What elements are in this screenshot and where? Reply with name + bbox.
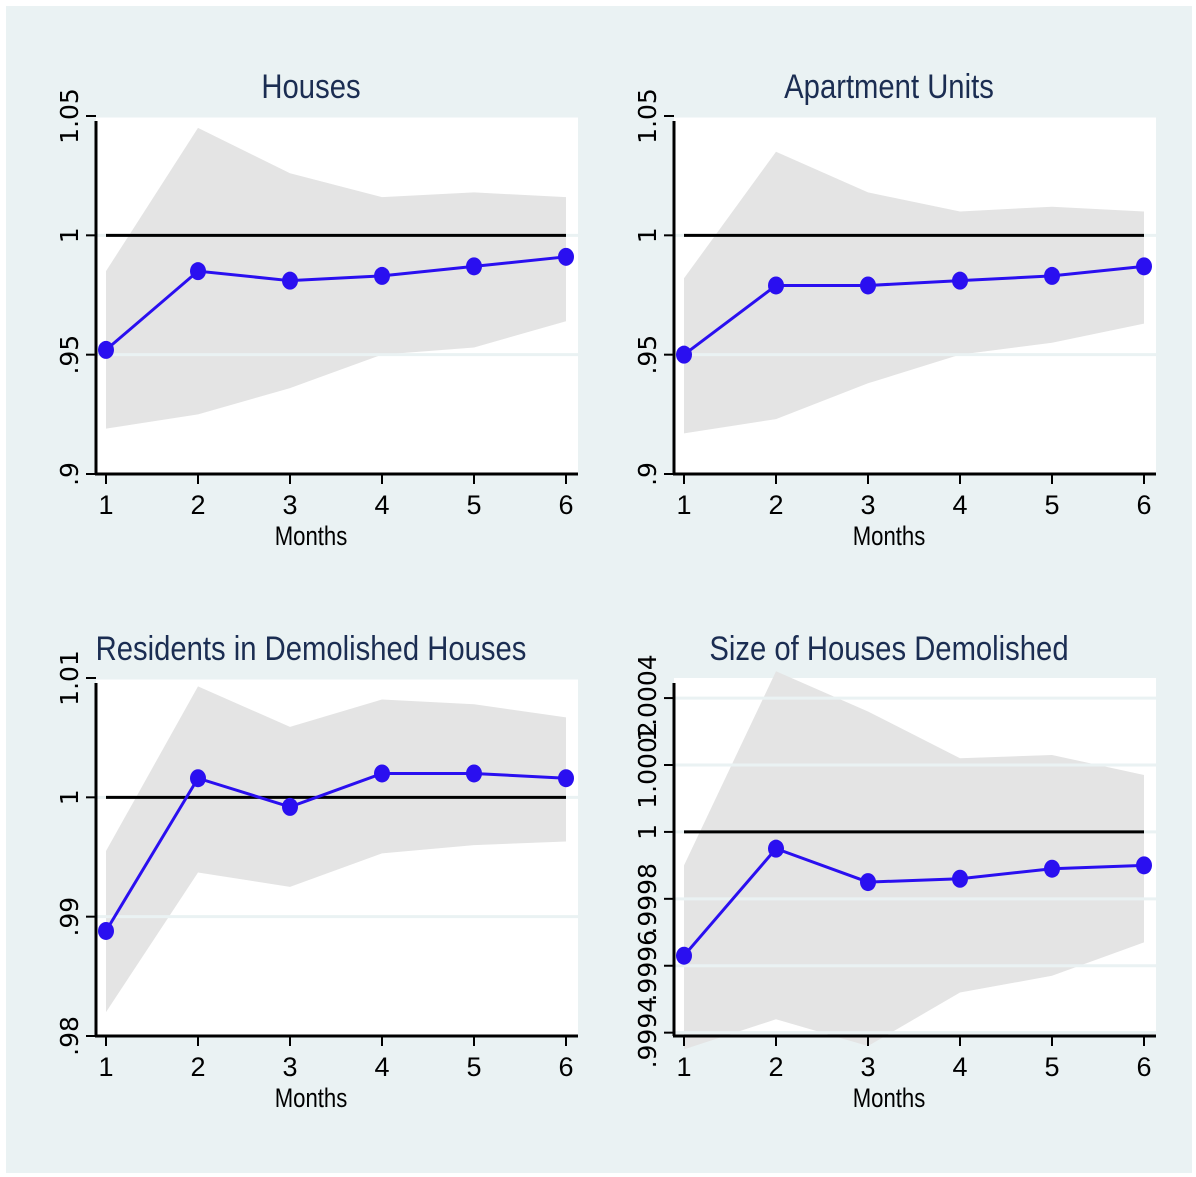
series-line	[104, 771, 567, 932]
data-point	[558, 769, 574, 788]
x-tick-label: 1	[676, 490, 691, 520]
y-tick-label: .95	[633, 335, 662, 375]
data-point	[98, 340, 114, 359]
x-tick-label: 4	[374, 1052, 389, 1082]
y-tick-label: .98	[55, 1016, 84, 1056]
y-tick-label: .9	[633, 462, 662, 486]
y-tick-label: .95	[55, 335, 84, 375]
y-tick-label: 1.0004	[633, 654, 662, 741]
x-tick-label: 2	[768, 1052, 783, 1082]
data-point	[190, 262, 206, 281]
y-tick-label: .9998	[633, 863, 662, 935]
y-tick-label: 1.05	[55, 88, 84, 144]
y-tick-label: 1.01	[55, 650, 84, 706]
data-point	[1136, 257, 1152, 276]
x-tick-label: 6	[1136, 490, 1151, 520]
data-point	[952, 271, 968, 290]
x-tick-label: 1	[676, 1052, 691, 1082]
x-tick-label: 2	[768, 490, 783, 520]
x-tick-label: 5	[1044, 490, 1059, 520]
y-tick-label: 1.05	[633, 88, 662, 144]
y-tick-label: .9994	[633, 997, 662, 1069]
x-tick-label: 2	[190, 1052, 205, 1082]
y-tick-label: .9	[55, 462, 84, 486]
y-tick-label: 1.0002	[633, 721, 662, 808]
data-point	[860, 873, 876, 892]
data-point	[952, 869, 968, 888]
figure: Houses 1 2 3 4 5 6.9.95 1 1.05 Months Apartment…	[6, 6, 1192, 1173]
chart-title: Houses	[261, 68, 361, 106]
data-point	[1044, 266, 1060, 285]
x-tick-label: 3	[282, 1052, 297, 1082]
y-tick-label: .9996	[633, 930, 662, 1002]
chart-title: Residents in Demolished Houses	[95, 630, 527, 668]
chart-title: Size of Houses Demolished	[709, 630, 1069, 668]
series-line	[682, 846, 1145, 957]
panel-size-demolished: Size of Houses Demolished 1 2 3 4 5 6.9994.99…	[584, 568, 1156, 1113]
y-tick-label: .99	[55, 897, 84, 937]
x-tick-label: 3	[282, 490, 297, 520]
y-tick-label: 1	[633, 227, 662, 243]
x-tick-label: 4	[952, 490, 967, 520]
y-tick-label: 1	[633, 824, 662, 840]
x-tick-label: 3	[860, 490, 875, 520]
data-point	[676, 946, 692, 965]
chart-plot: 1 2 3 4 5 6 .98 .99 1 1.01	[55, 650, 578, 1082]
x-tick-label: 2	[190, 490, 205, 520]
x-tick-label: 6	[558, 1052, 573, 1082]
data-point	[1136, 856, 1152, 875]
chart-title: Apartment Units	[784, 68, 994, 106]
data-point	[282, 271, 298, 290]
x-tick-label: 6	[558, 490, 573, 520]
data-point	[466, 257, 482, 276]
x-axis-label: Months	[852, 1083, 926, 1113]
series-line	[105, 255, 567, 352]
x-axis-label: Months	[852, 521, 926, 551]
data-point	[1044, 859, 1060, 878]
x-axis-label: Months	[274, 521, 348, 551]
panel-residents-demolished: Residents in Demolished Houses 1 2 3 4 5 6 .98…	[6, 568, 578, 1113]
confidence-band	[684, 151, 1144, 434]
data-point	[768, 276, 784, 295]
data-point	[374, 764, 390, 783]
y-tick-label: 1	[55, 789, 84, 805]
data-point	[860, 276, 876, 295]
chart-plot: 1 2 3 4 5 6 .9 .95 1 1.05	[55, 88, 578, 520]
data-point	[466, 764, 482, 783]
confidence-band	[106, 686, 566, 1013]
data-point	[676, 345, 692, 364]
data-point	[190, 769, 206, 788]
x-tick-label: 3	[860, 1052, 875, 1082]
series-line	[683, 264, 1145, 356]
data-point	[768, 839, 784, 858]
x-tick-label: 6	[1136, 1052, 1151, 1082]
chart-plot: 1 2 3 4 5 6 .9 .95 1 1.05	[633, 88, 1156, 520]
data-point	[558, 247, 574, 266]
data-point	[282, 797, 298, 816]
y-tick-label: 1	[55, 227, 84, 243]
x-axis-label: Months	[274, 1083, 348, 1113]
x-tick-label: 4	[952, 1052, 967, 1082]
panel-apartment-units: Apartment Units 1 2 3 4 5 6 .9 .95 1 1.05 Months	[584, 6, 1156, 551]
x-tick-label: 5	[466, 490, 481, 520]
x-tick-label: 4	[374, 490, 389, 520]
data-point	[98, 921, 114, 940]
x-tick-label: 1	[98, 1052, 113, 1082]
data-point	[374, 266, 390, 285]
x-tick-label: 5	[1044, 1052, 1059, 1082]
x-tick-label: 5	[466, 1052, 481, 1082]
panel-houses: Houses 1 2 3 4 5 6 .9 .95 1 1.05 Months	[6, 6, 578, 551]
x-tick-label: 1	[98, 490, 113, 520]
